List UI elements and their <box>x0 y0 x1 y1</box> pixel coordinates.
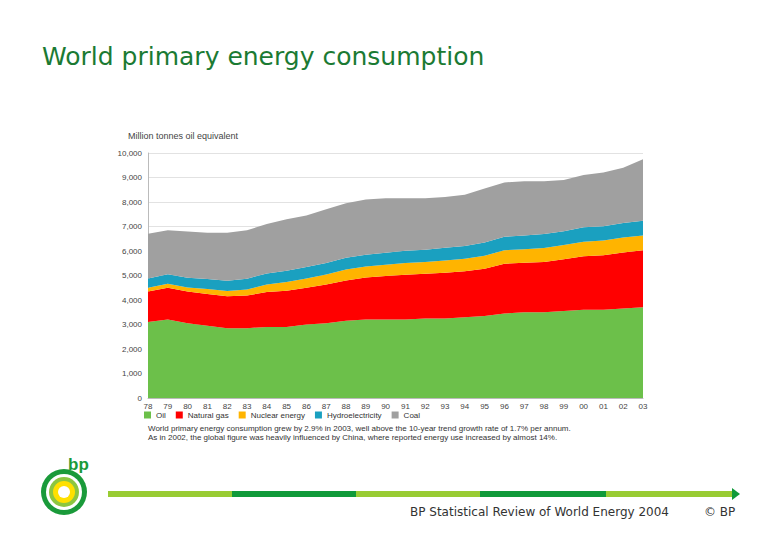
svg-text:87: 87 <box>322 402 331 411</box>
svg-text:00: 00 <box>579 402 588 411</box>
svg-text:93: 93 <box>441 402 450 411</box>
svg-text:Million tonnes oil equivalent: Million tonnes oil equivalent <box>128 131 239 141</box>
svg-text:81: 81 <box>203 402 212 411</box>
svg-text:88: 88 <box>342 402 351 411</box>
svg-text:8,000: 8,000 <box>122 198 143 207</box>
svg-text:03: 03 <box>639 402 648 411</box>
svg-text:79: 79 <box>163 402 172 411</box>
svg-text:6,000: 6,000 <box>122 247 143 256</box>
svg-text:9,000: 9,000 <box>122 173 143 182</box>
svg-text:83: 83 <box>243 402 252 411</box>
svg-text:Nuclear energy: Nuclear energy <box>251 411 305 420</box>
svg-text:82: 82 <box>223 402 232 411</box>
svg-text:94: 94 <box>460 402 469 411</box>
svg-text:10,000: 10,000 <box>118 149 143 158</box>
svg-text:78: 78 <box>144 402 153 411</box>
svg-text:As in 2002, the global figure: As in 2002, the global figure was heavil… <box>148 433 557 442</box>
svg-text:Natural gas: Natural gas <box>188 411 229 420</box>
svg-text:Hydroelectricity: Hydroelectricity <box>327 411 382 420</box>
svg-text:96: 96 <box>500 402 509 411</box>
svg-text:85: 85 <box>282 402 291 411</box>
svg-text:3,000: 3,000 <box>122 320 143 329</box>
html-text:World primary energy consumpti: World primary energy consumption <box>42 42 485 71</box>
svg-text:5,000: 5,000 <box>122 271 143 280</box>
svg-text:World primary energy consumpti: World primary energy consumption grew by… <box>148 424 571 433</box>
svg-text:bp: bp <box>68 455 89 474</box>
svg-text:2,000: 2,000 <box>122 345 143 354</box>
svg-text:90: 90 <box>381 402 390 411</box>
svg-text:95: 95 <box>480 402 489 411</box>
svg-text:7,000: 7,000 <box>122 222 143 231</box>
svg-text:92: 92 <box>421 402 430 411</box>
svg-text:80: 80 <box>183 402 192 411</box>
svg-text:86: 86 <box>302 402 311 411</box>
html-text:BP Statistical Review of World: BP Statistical Review of World Energy 20… <box>410 505 669 519</box>
svg-text:02: 02 <box>619 402 628 411</box>
svg-text:1,000: 1,000 <box>122 369 143 378</box>
html-text:© BP: © BP <box>704 505 736 519</box>
svg-text:0: 0 <box>138 394 143 403</box>
svg-text:84: 84 <box>262 402 271 411</box>
svg-text:99: 99 <box>559 402 568 411</box>
svg-text:Coal: Coal <box>404 411 421 420</box>
svg-text:4,000: 4,000 <box>122 296 143 305</box>
svg-text:97: 97 <box>520 402 529 411</box>
svg-text:98: 98 <box>540 402 549 411</box>
svg-text:91: 91 <box>401 402 410 411</box>
svg-text:Oil: Oil <box>156 411 166 420</box>
svg-text:89: 89 <box>361 402 370 411</box>
svg-text:01: 01 <box>599 402 608 411</box>
